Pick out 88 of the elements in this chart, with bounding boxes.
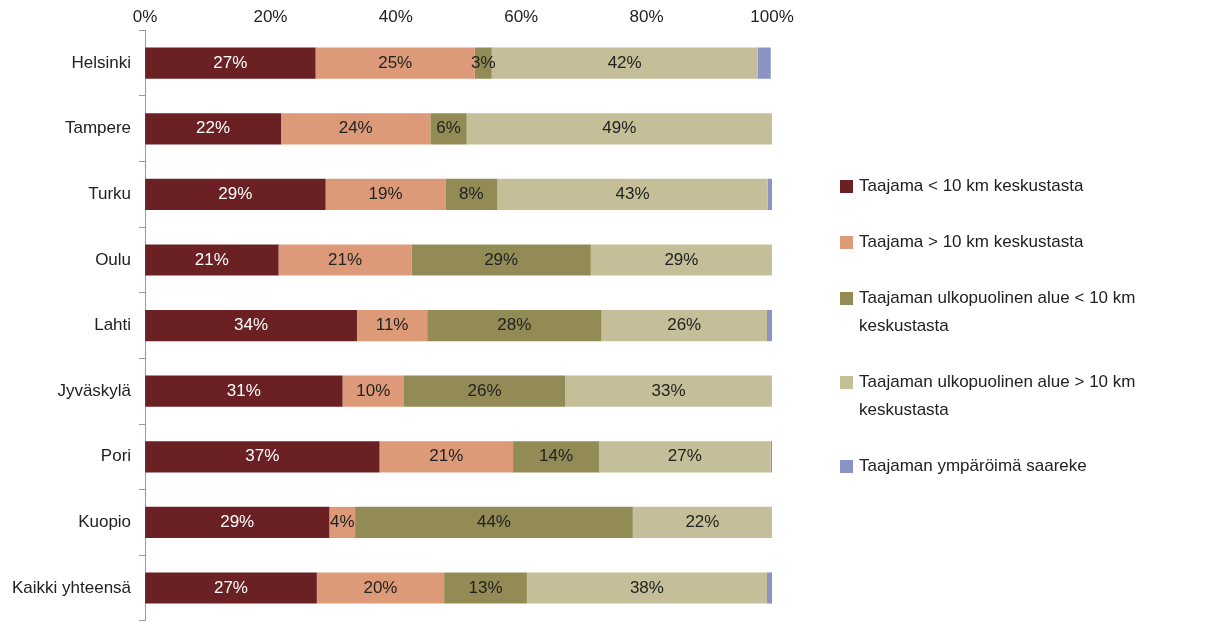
y-tick-label: Jyväskylä: [57, 380, 132, 400]
bar: [632, 506, 772, 538]
x-tick-label: 20%: [253, 6, 288, 26]
bar: [145, 441, 380, 473]
data-label: 27%: [213, 52, 248, 72]
x-tick-label: 40%: [378, 6, 413, 26]
bar: [513, 441, 599, 473]
data-label: 26%: [467, 380, 502, 400]
bar: [766, 310, 772, 342]
data-label: 29%: [220, 512, 255, 532]
data-label: 44%: [476, 512, 511, 532]
data-label: 11%: [375, 315, 409, 335]
bar: [767, 178, 772, 210]
data-label: 26%: [667, 315, 702, 335]
bar: [403, 375, 566, 407]
y-tick-label: Turku: [88, 184, 132, 204]
data-label: 8%: [459, 184, 484, 204]
bar: [590, 244, 772, 276]
data-label: 21%: [194, 249, 229, 269]
data-label: 4%: [329, 512, 355, 532]
data-label: 42%: [607, 52, 642, 72]
data-label: 19%: [368, 184, 403, 204]
bar: [355, 506, 633, 538]
bar: [145, 506, 330, 538]
bar: [565, 375, 772, 407]
bar: [466, 113, 772, 145]
data-label: 14%: [539, 446, 574, 466]
bar: [145, 375, 343, 407]
bar: [325, 178, 446, 210]
x-tick-label: 0%: [132, 6, 158, 26]
legend-label: Taajaman ympäröimä saareke: [859, 454, 1087, 477]
bar: [145, 178, 326, 210]
legend-label: Taajaman ulkopuolinen alue < 10 km keskustasta: [859, 286, 1137, 337]
data-label: 29%: [664, 249, 699, 269]
data-label: 43%: [615, 184, 650, 204]
data-label: 31%: [226, 380, 261, 400]
bar: [411, 244, 591, 276]
x-tick-label: 80%: [629, 6, 664, 26]
y-tick-label: Lahti: [94, 315, 132, 335]
data-label: 27%: [213, 577, 248, 597]
bar: [278, 244, 412, 276]
bar: [145, 310, 357, 342]
y-tick-label: Kaikki yhteensä: [11, 577, 132, 597]
data-label: 49%: [602, 118, 637, 138]
data-label: 33%: [651, 380, 686, 400]
x-tick-label: 60%: [504, 6, 539, 26]
data-label: 10%: [356, 380, 391, 400]
bar: [757, 47, 771, 79]
bar: [598, 441, 771, 473]
bar: [145, 113, 282, 145]
bar: [601, 310, 767, 342]
data-label: 27%: [667, 446, 702, 466]
data-label: 22%: [196, 118, 231, 138]
bar: [766, 572, 772, 604]
bar: [526, 572, 767, 604]
bar: [145, 47, 316, 79]
data-label: 21%: [429, 446, 464, 466]
bar: [145, 572, 317, 604]
data-label: 25%: [378, 52, 413, 72]
legend-label: Taajaman ulkopuolinen alue > 10 km keskustasta: [859, 370, 1137, 421]
bar: [316, 572, 445, 604]
x-tick-label: 100%: [750, 6, 794, 26]
data-label: 34%: [234, 315, 269, 335]
bar: [379, 441, 514, 473]
bar: [427, 310, 602, 342]
data-label: 6%: [436, 118, 461, 138]
y-tick-label: Tampere: [64, 118, 132, 138]
data-label: 22%: [685, 512, 720, 532]
data-label: 21%: [328, 249, 363, 269]
bar: [145, 244, 279, 276]
data-label: 28%: [497, 315, 532, 335]
y-tick-label: Helsinki: [71, 52, 132, 72]
data-label: 24%: [338, 118, 373, 138]
y-tick-label: Kuopio: [78, 512, 132, 532]
bar: [356, 310, 428, 342]
legend-label: Taajama < 10 km keskustasta: [859, 174, 1084, 197]
legend-label: Taajama > 10 km keskustasta: [859, 230, 1084, 253]
data-label: 13%: [468, 577, 503, 597]
data-label: 29%: [218, 184, 253, 204]
bar: [497, 178, 768, 210]
y-tick-label: Oulu: [95, 249, 132, 269]
bar: [281, 113, 431, 145]
data-label: 38%: [629, 577, 664, 597]
data-label: 20%: [363, 577, 398, 597]
bar: [444, 572, 527, 604]
data-label: 37%: [245, 446, 280, 466]
y-tick-label: Pori: [100, 446, 132, 466]
data-label: 29%: [484, 249, 519, 269]
